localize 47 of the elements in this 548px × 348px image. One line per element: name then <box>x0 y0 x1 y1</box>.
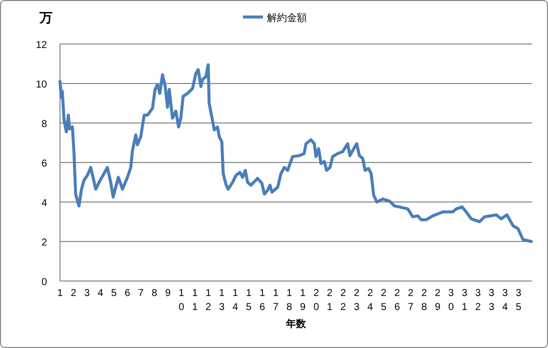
x-tick-label: 25 <box>378 288 390 316</box>
x-tick-label: 29 <box>432 288 444 316</box>
x-tick-label: 5 <box>108 288 120 302</box>
x-tick-label: 26 <box>392 288 403 316</box>
y-tick-label: 0 <box>41 277 48 288</box>
x-tick-label: 20 <box>310 288 322 316</box>
x-tick-label: 10 <box>176 288 187 316</box>
y-tick-label: 10 <box>36 80 48 90</box>
x-tick-label: 33 <box>486 288 498 316</box>
x-tick-label: 4 <box>94 288 106 302</box>
line-series <box>58 63 533 243</box>
y-tick-label: 12 <box>36 40 48 51</box>
x-tick-label: 15 <box>243 288 254 316</box>
x-tick-label: 24 <box>364 288 376 316</box>
x-tick-label: 27 <box>405 288 416 316</box>
x-tick-label: 23 <box>351 288 362 316</box>
y-tick-label: 6 <box>41 158 48 170</box>
x-tick-label: 11 <box>189 288 200 316</box>
y-axis-title: 万 <box>38 10 52 25</box>
x-tick-label: 17 <box>270 288 282 316</box>
x-tick-label: 1 <box>54 288 66 302</box>
x-tick-label: 9 <box>162 288 174 302</box>
x-tick-label: 34 <box>500 288 511 316</box>
x-tick-label: 8 <box>148 288 160 302</box>
x-tick-label: 18 <box>284 288 295 316</box>
x-tick-label: 2 <box>68 288 79 302</box>
x-tick-label: 32 <box>472 288 484 316</box>
legend: 解約金額 <box>243 13 307 24</box>
x-tick-label: 28 <box>418 288 430 316</box>
x-tick-label: 12 <box>202 288 214 316</box>
x-tick-label: 16 <box>256 288 268 316</box>
x-tick-label: 7 <box>135 288 146 302</box>
x-axis-title: 年数 <box>285 318 307 330</box>
y-tick-label: 2 <box>41 238 48 248</box>
x-tick-label: 30 <box>446 288 457 316</box>
x-tick-label: 35 <box>513 288 524 316</box>
legend-label: 解約金額 <box>267 12 307 24</box>
x-tick-label: 22 <box>338 288 349 316</box>
y-tick-label: 4 <box>41 198 48 209</box>
x-tick-label: 13 <box>216 288 228 316</box>
x-tick-label: 19 <box>297 288 308 316</box>
x-tick-label: 14 <box>230 288 241 316</box>
x-tick-label: 21 <box>324 288 336 316</box>
x-tick-label: 31 <box>459 288 470 316</box>
x-tick-label: 3 <box>81 288 92 302</box>
y-tick-label: 8 <box>41 119 48 130</box>
x-tick-label: 6 <box>122 288 133 302</box>
